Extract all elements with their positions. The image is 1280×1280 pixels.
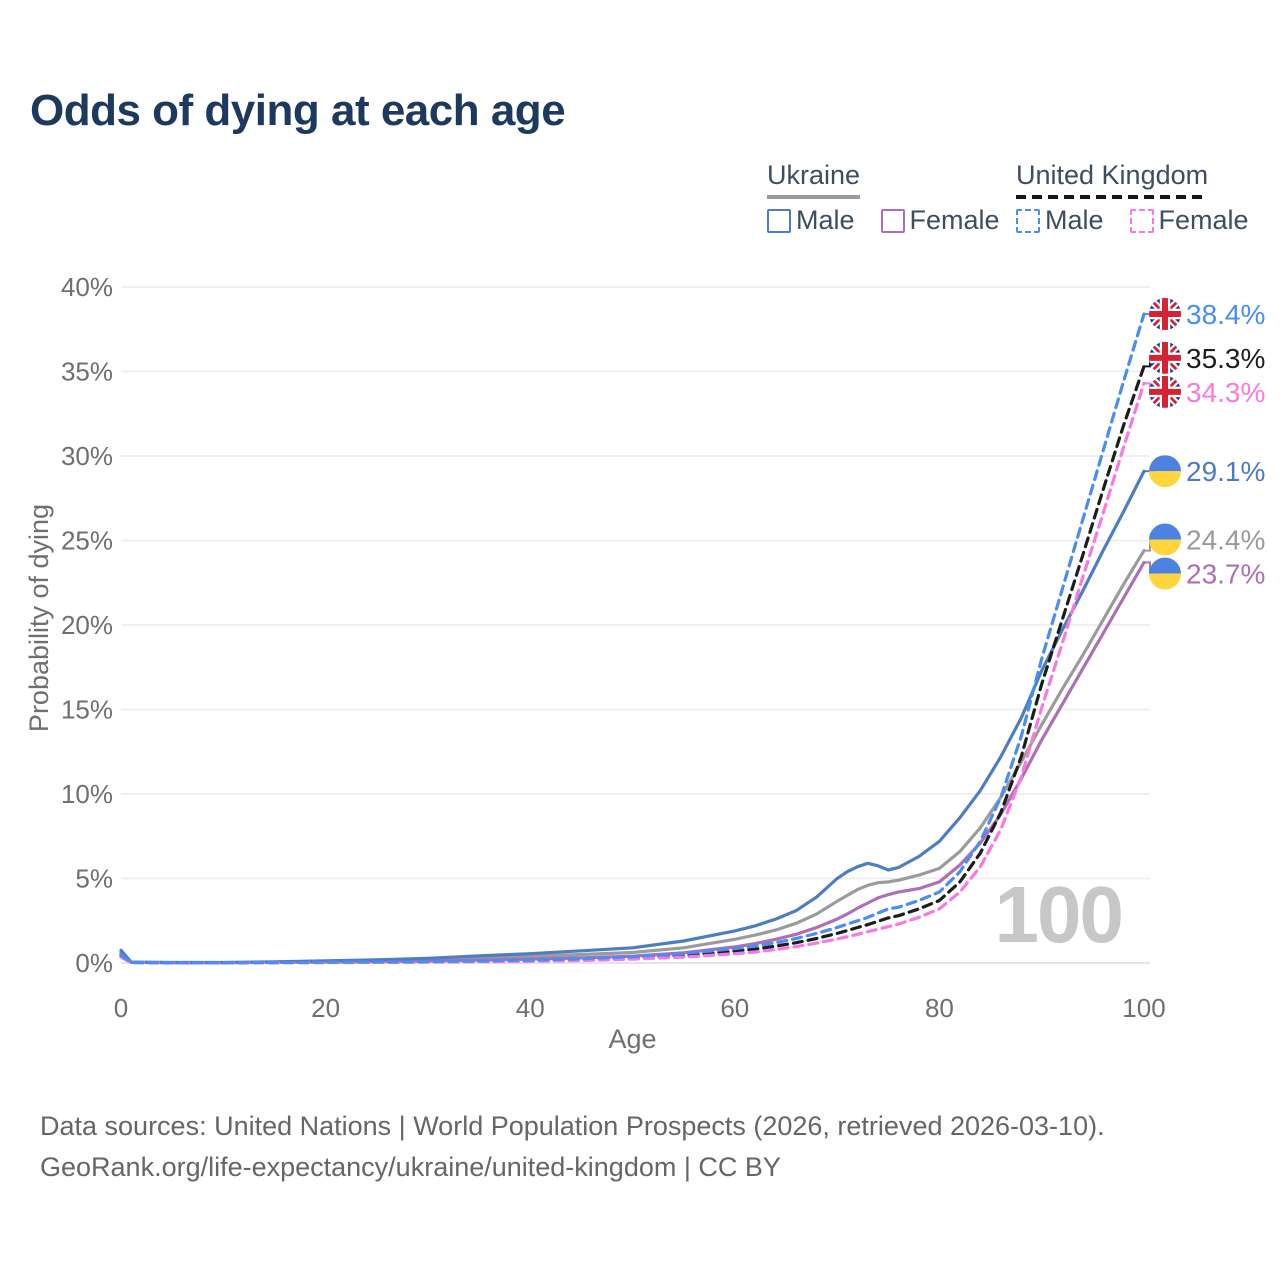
x-axis-title: Age [608, 1024, 656, 1054]
end-label-united-kingdom-total: 35.3% [1144, 341, 1265, 374]
legend-swatch-ukraine-male[interactable] [767, 208, 791, 233]
page-title: Odds of dying at each age [30, 86, 566, 135]
legend-group-title-united-kingdom[interactable]: United Kingdom [1016, 160, 1209, 199]
legend-group-ukraine: Ukraine Male Female [767, 160, 1026, 236]
end-label-ukraine-male: 29.1% [1144, 455, 1265, 488]
legend-group-united-kingdom: United Kingdom Male Female [1016, 160, 1275, 236]
uk-flag-icon [1149, 298, 1181, 331]
age-watermark: 100 [995, 870, 1122, 959]
end-label-united-kingdom-female: 34.3% [1144, 375, 1265, 408]
footer-data-sources: Data sources: United Nations | World Pop… [40, 1111, 1105, 1141]
end-label-ukraine-female: 23.7% [1144, 557, 1265, 590]
x-tick-label: 80 [925, 993, 954, 1023]
y-tick-label: 0% [75, 948, 113, 978]
legend-label-uk-female[interactable]: Female [1158, 205, 1249, 235]
axes: 0 20 40 60 80 100 Age Probability of dying [24, 504, 1166, 1054]
uk-flag-icon [1149, 375, 1181, 408]
end-labels: 38.4% 35.3%34.3% 29.1% 24.4%23.7% [1144, 298, 1265, 590]
ukraine-flag-icon [1149, 455, 1181, 488]
end-label-value: 34.3% [1186, 377, 1265, 408]
series-lines [119, 312, 1146, 965]
ukraine-flag-icon [1149, 557, 1181, 590]
legend-label-ukraine-female[interactable]: Female [909, 205, 1000, 235]
end-label-value: 29.1% [1186, 456, 1265, 487]
y-tick-label: 40% [61, 272, 113, 302]
end-label-value: 24.4% [1186, 525, 1265, 556]
y-tick-label: 20% [61, 610, 113, 640]
end-label-value: 35.3% [1186, 343, 1265, 374]
legend: Ukraine Male Female United Kingdom Male … [0, 160, 1280, 240]
legend-label-uk-male[interactable]: Male [1045, 205, 1104, 235]
series-line-ukraine-female[interactable] [119, 560, 1146, 965]
gridlines: 0% 5% 10% 15% 20% 25% 30% 35% 40% [61, 272, 1150, 978]
y-tick-label: 35% [61, 357, 113, 387]
footer: Data sources: United Nations | World Pop… [40, 1106, 1105, 1188]
uk-flag-icon [1149, 341, 1181, 374]
end-label-value: 38.4% [1186, 299, 1265, 330]
legend-label-ukraine-male[interactable]: Male [796, 205, 855, 235]
x-tick-label: 20 [311, 993, 340, 1023]
series-line-united-kingdom-female[interactable] [119, 381, 1146, 965]
footer-attribution: GeoRank.org/life-expectancy/ukraine/unit… [40, 1152, 781, 1182]
y-tick-label: 15% [61, 695, 113, 725]
legend-swatch-uk-female[interactable] [1129, 208, 1154, 233]
y-tick-label: 5% [75, 864, 113, 894]
x-tick-label: 100 [1122, 993, 1165, 1023]
series-line-ukraine-total[interactable] [119, 548, 1146, 965]
end-label-united-kingdom-male: 38.4% [1144, 298, 1265, 331]
end-label-value: 23.7% [1186, 559, 1265, 590]
x-tick-label: 60 [720, 993, 749, 1023]
y-tick-label: 30% [61, 441, 113, 471]
ukraine-flag-icon [1149, 523, 1181, 556]
series-line-ukraine-male[interactable] [119, 469, 1146, 965]
legend-group-title-ukraine[interactable]: Ukraine [767, 160, 861, 199]
x-tick-label: 40 [516, 993, 545, 1023]
legend-swatch-ukraine-female[interactable] [880, 208, 905, 233]
y-tick-label: 10% [61, 779, 113, 809]
y-axis-title: Probability of dying [24, 504, 54, 732]
y-tick-label: 25% [61, 526, 113, 556]
series-line-united-kingdom-male[interactable] [119, 312, 1146, 965]
end-label-ukraine-total: 24.4% [1144, 523, 1265, 556]
legend-swatch-uk-male[interactable] [1016, 208, 1040, 233]
x-tick-label: 0 [114, 993, 128, 1023]
